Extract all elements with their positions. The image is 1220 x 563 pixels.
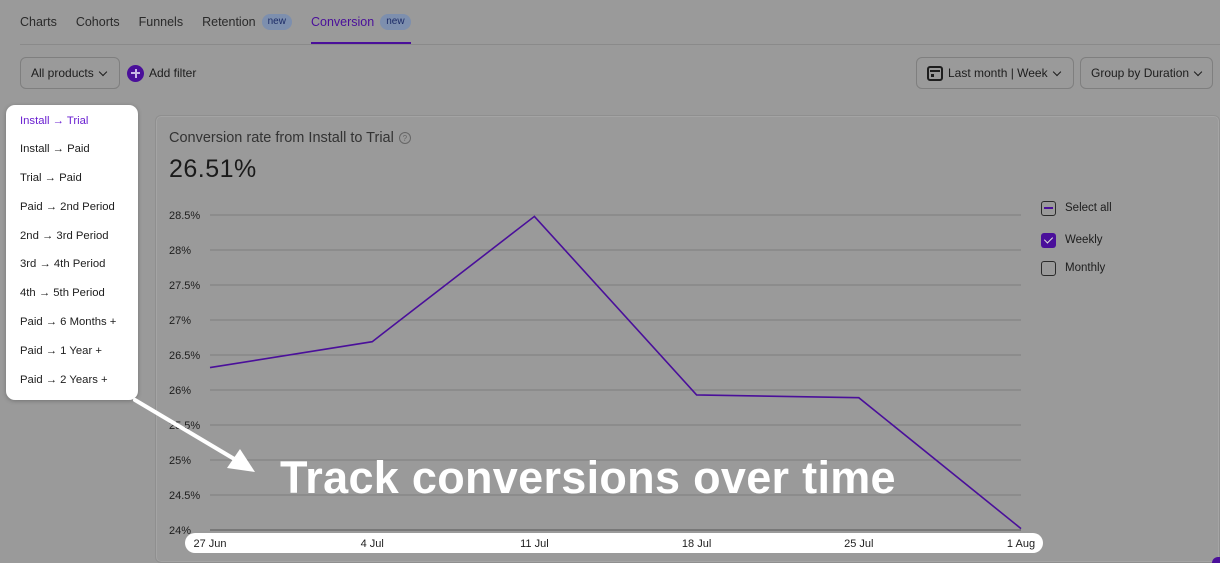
checkbox-checked-icon (1041, 232, 1056, 248)
chart-grid (210, 214, 1021, 531)
menu-item-install-trial[interactable]: Install → Trial (20, 115, 89, 127)
tab-cohorts-label: Cohorts (75, 15, 120, 29)
x-axis-highlight (185, 533, 1043, 553)
calendar-icon (927, 65, 943, 81)
date-range-dropdown[interactable]: Last month | Week (916, 57, 1074, 89)
x-tick-label: 25 Jul (844, 538, 873, 550)
x-tick-label: 4 Jul (361, 538, 384, 550)
conversion-rate-value: 26.51% (169, 155, 257, 183)
y-tick-label: 24% (169, 525, 191, 537)
y-tick-label: 28.5% (169, 210, 200, 222)
menu-item-trial-paid[interactable]: Trial → Paid (20, 172, 82, 184)
products-dropdown[interactable]: All products (20, 57, 120, 89)
tab-charts[interactable]: Charts (20, 0, 57, 44)
new-badge: new (261, 14, 292, 30)
chart-title: Conversion rate from Install to Trial ? (169, 130, 411, 146)
tab-retention[interactable]: Retention new (202, 0, 292, 44)
group-by-dropdown[interactable]: Group by Duration (1080, 57, 1213, 89)
x-tick-label: 27 Jun (193, 538, 226, 550)
legend-select-all[interactable]: Select all (1041, 199, 1112, 217)
x-tick-label: 18 Jul (682, 538, 711, 550)
corner-accent (1212, 557, 1220, 563)
y-tick-label: 24.5% (169, 490, 200, 502)
legend-weekly-label: Weekly (1065, 234, 1103, 246)
menu-item-paid-1-year[interactable]: Paid → 1 Year + (20, 345, 102, 357)
y-tick-label: 27% (169, 315, 191, 327)
tab-cohorts[interactable]: Cohorts (76, 0, 120, 44)
menu-item-paid-6-months[interactable]: Paid → 6 Months + (20, 316, 117, 328)
date-range-label: Last month | Week (948, 66, 1048, 80)
tab-retention-label: Retention (202, 15, 256, 29)
callout-text: Track conversions over time (280, 452, 896, 503)
plus-circle-icon (127, 64, 144, 82)
tab-conversion[interactable]: Conversion new (310, 0, 411, 44)
add-filter-label: Add filter (149, 66, 197, 80)
group-by-label: Group by Duration (1091, 66, 1190, 80)
tab-funnels[interactable]: Funnels (139, 0, 183, 44)
y-tick-label: 26% (169, 385, 191, 397)
menu-item-paid-2-years[interactable]: Paid → 2 Years + (20, 374, 108, 386)
tabs-divider (20, 44, 1220, 45)
menu-item-install-paid[interactable]: Install → Paid (20, 143, 90, 155)
x-tick-label: 1 Aug (1007, 538, 1035, 550)
y-tick-label: 26.5% (169, 350, 200, 362)
chart-series (209, 215, 1022, 530)
series-line-weekly (209, 215, 1022, 530)
help-icon[interactable]: ? (398, 132, 411, 144)
conversion-type-menu: Install → Trial Install → Paid Trial → P… (6, 105, 138, 400)
menu-item-3rd-4th-period[interactable]: 3rd → 4th Period (20, 258, 106, 270)
legend-monthly-label: Monthly (1065, 262, 1106, 274)
checkbox-partial-icon (1041, 200, 1056, 216)
new-badge: new (380, 14, 411, 30)
chart-title-text: Conversion rate from Install to Trial (169, 130, 394, 146)
y-tick-label: 25% (169, 455, 191, 467)
menu-item-4th-5th-period[interactable]: 4th → 5th Period (20, 287, 105, 299)
products-dropdown-label: All products (31, 66, 94, 80)
menu-item-paid-2nd-period[interactable]: Paid → 2nd Period (20, 201, 115, 213)
y-axis-ticks: 28.5% 28% 27.5% 27% 26.5% 26% 25.5% 25% 24.5% 24% (169, 210, 200, 537)
y-tick-label: 27.5% (169, 280, 200, 292)
tab-charts-label: Charts (20, 15, 57, 29)
legend-weekly[interactable]: Weekly (1041, 231, 1103, 249)
tab-conversion-label: Conversion (310, 15, 375, 29)
add-filter-button[interactable]: Add filter (127, 63, 196, 83)
legend-select-all-label: Select all (1065, 202, 1112, 214)
x-axis-ticks: 27 Jun 4 Jul 11 Jul 18 Jul 25 Jul 1 Aug (193, 538, 1035, 550)
x-tick-label: 11 Jul (520, 538, 549, 550)
menu-item-2nd-3rd-period[interactable]: 2nd → 3rd Period (20, 230, 109, 242)
chart-card (155, 115, 1220, 563)
legend-monthly[interactable]: Monthly (1041, 259, 1105, 277)
y-tick-label: 28% (169, 245, 191, 257)
top-tabs: Charts Cohorts Funnels Retention new Conv… (20, 0, 430, 44)
checkbox-empty-icon (1041, 260, 1056, 276)
tab-funnels-label: Funnels (138, 15, 184, 29)
y-tick-label: 25.5% (169, 420, 200, 432)
